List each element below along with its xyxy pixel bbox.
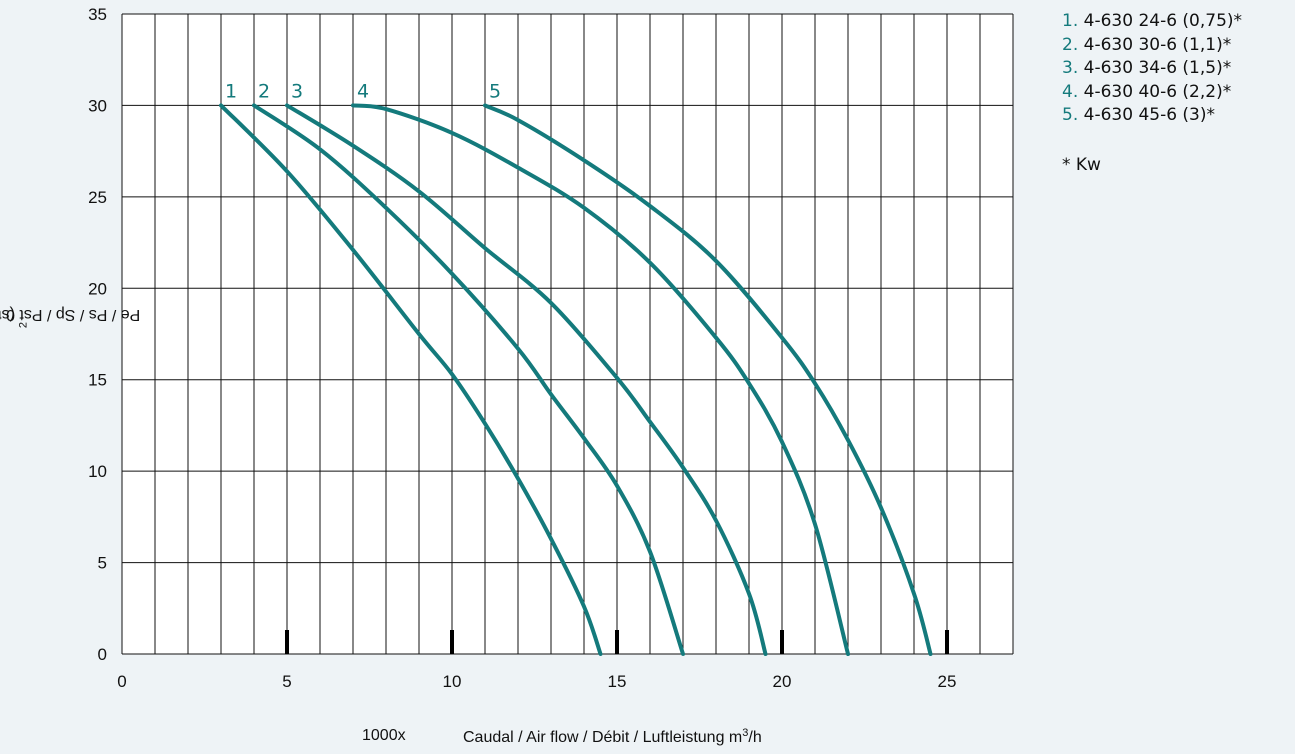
- plot-background: [122, 14, 1013, 654]
- y-tick-label: 35: [88, 5, 107, 24]
- x-axis-multiplier: 1000x: [362, 727, 406, 744]
- legend-item: 1. 4-630 24-6 (0,75)*: [1062, 11, 1243, 31]
- legend: 1. 4-630 24-6 (0,75)* 2. 4-630 30-6 (1,1…: [1062, 10, 1242, 177]
- y-tick-label: 30: [88, 96, 107, 115]
- y-tick-label: 0: [98, 645, 107, 664]
- curve-1: [219, 103, 603, 656]
- curve-label-3: 3: [291, 80, 303, 102]
- x-tick-label: 0: [117, 672, 126, 691]
- curve-2: [252, 103, 685, 656]
- legend-item: 5. 4-630 45-6 (3)*: [1062, 105, 1216, 125]
- x-tick-label: 25: [938, 672, 957, 691]
- legend-item: 4. 4-630 40-6 (2,2)*: [1062, 81, 1232, 102]
- curve-3: [285, 103, 768, 656]
- curve-label-4: 4: [357, 80, 369, 102]
- y-tick-label: 5: [98, 554, 107, 573]
- grid: [121, 13, 1014, 655]
- y-tick-label: 15: [88, 371, 107, 390]
- curve-5: [483, 103, 933, 656]
- y-tick-label: 10: [88, 462, 107, 481]
- curve-label-5: 5: [489, 80, 501, 102]
- x-tick-marks: [285, 630, 949, 654]
- x-tick-label: 20: [773, 672, 792, 691]
- x-tick-label: 15: [608, 672, 627, 691]
- curve-4: [351, 103, 850, 656]
- x-tick-label: 5: [282, 672, 291, 691]
- curve-label-2: 2: [258, 80, 270, 102]
- x-axis-label: Caudal / Air flow / Débit / Luftleistung…: [463, 727, 762, 746]
- y-tick-label: 20: [88, 279, 107, 298]
- legend-item: 3. 4-630 34-6 (1,5)*: [1062, 58, 1232, 78]
- x-tick-label: 10: [443, 672, 462, 691]
- legend-item: 2. 4-630 30-6 (1,1)*: [1062, 34, 1232, 55]
- curves: [219, 103, 933, 656]
- y-tick-label: 25: [88, 188, 107, 207]
- curve-label-1: 1: [225, 80, 237, 102]
- legend-note: * Kw: [1062, 154, 1101, 175]
